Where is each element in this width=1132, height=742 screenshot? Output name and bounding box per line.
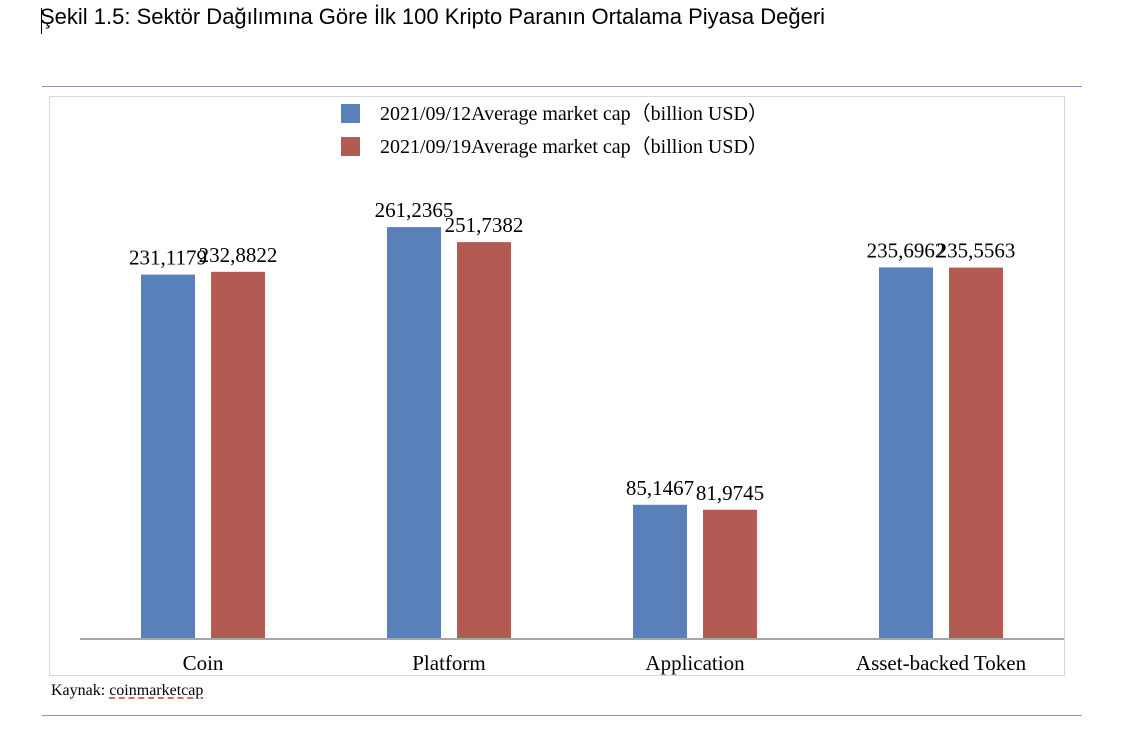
value-label: 232,8822 xyxy=(199,243,278,267)
category-labels-group: Coin Platform Application Asset-backed Toke… xyxy=(183,651,1027,675)
bars-group xyxy=(141,227,1003,639)
bar-1-coin xyxy=(141,274,195,639)
text-cursor xyxy=(41,8,42,34)
value-label: 231,1179 xyxy=(129,246,207,270)
legend-label: 2021/09/19Average market cap（billion USD… xyxy=(380,135,768,158)
category-label: Application xyxy=(645,651,745,675)
top-rule xyxy=(42,86,1082,87)
value-label: 251,7382 xyxy=(445,213,524,237)
category-label: Asset-backed Token xyxy=(856,651,1027,675)
bar-1-platform xyxy=(387,227,441,639)
bottom-rule xyxy=(42,715,1082,716)
bar-2-application xyxy=(703,509,757,639)
value-label: 81,9745 xyxy=(696,481,764,505)
value-label: 85,1467 xyxy=(626,476,694,500)
chart-legend: 2021/09/12Average market cap（billion USD… xyxy=(341,102,768,158)
bar-2-platform xyxy=(457,242,511,639)
source-note: Kaynak: coinmarketcap xyxy=(51,682,203,700)
bar-2-asset-backed-token xyxy=(949,267,1003,639)
bar-1-application xyxy=(633,504,687,639)
category-label: Coin xyxy=(183,651,224,675)
value-label: 235,6962 xyxy=(867,238,946,262)
legend-swatch xyxy=(341,104,360,123)
chart-frame xyxy=(49,96,1065,676)
figure-caption: Şekil 1.5: Sektör Dağılımına Göre İlk 10… xyxy=(40,4,826,29)
source-prefix: Kaynak: xyxy=(51,682,110,699)
value-label: 235,5563 xyxy=(937,239,1016,263)
legend-label: 2021/09/12Average market cap（billion USD… xyxy=(380,102,768,125)
bar-1-asset-backed-token xyxy=(879,267,933,639)
source-link[interactable]: coinmarketcap xyxy=(109,682,204,699)
category-label: Platform xyxy=(412,651,486,675)
value-label: 261,2365 xyxy=(375,198,454,222)
legend-swatch xyxy=(341,137,360,156)
bar-2-coin xyxy=(211,271,265,639)
